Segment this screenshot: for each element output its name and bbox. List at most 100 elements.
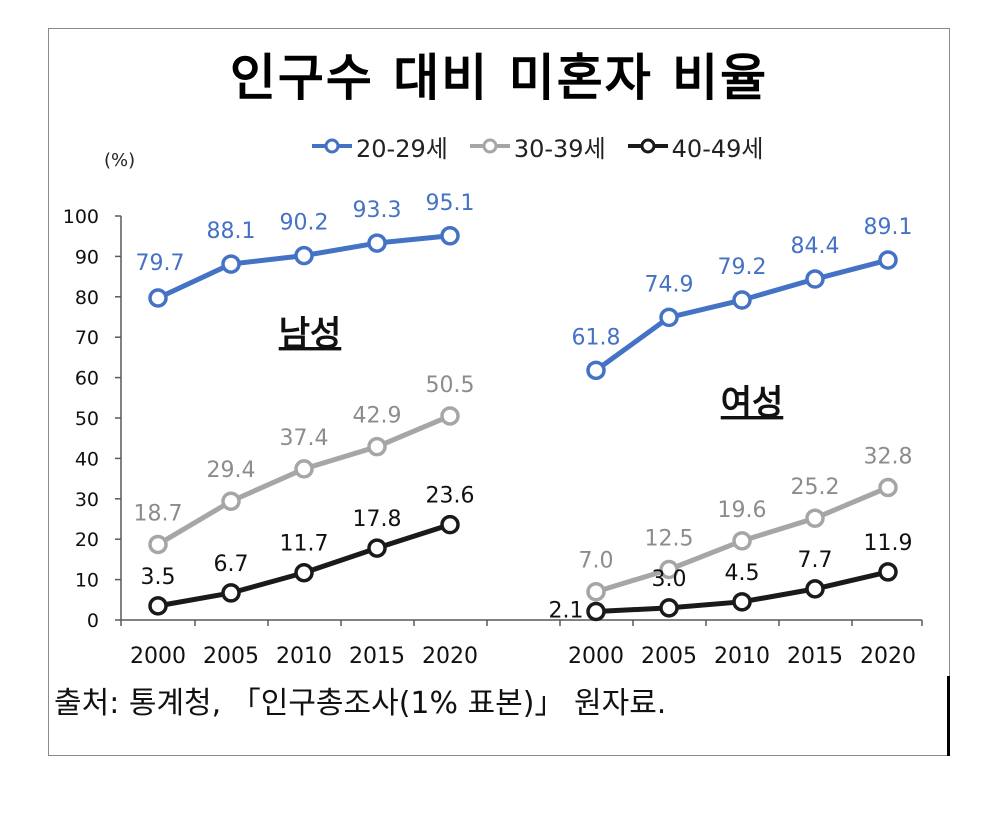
data-label: 19.6 — [718, 498, 767, 523]
y-tick-label: 40 — [75, 448, 99, 470]
x-tick-label: 2005 — [203, 644, 259, 669]
data-point — [440, 406, 460, 426]
legend-label-40-49: 40-49세 — [671, 134, 764, 163]
data-point — [294, 562, 314, 583]
data-point — [805, 508, 825, 528]
y-tick-label: 100 — [63, 206, 99, 228]
data-label: 6.7 — [214, 552, 249, 577]
y-tick-label: 30 — [75, 489, 99, 511]
panel-title-male: 남성 — [279, 314, 342, 354]
data-label: 4.5 — [725, 561, 760, 586]
data-label: 23.6 — [426, 484, 475, 509]
y-tick-label: 90 — [75, 246, 99, 268]
data-point — [732, 531, 752, 551]
data-point — [659, 559, 679, 580]
y-axis-unit: (%) — [104, 150, 136, 171]
data-label: 7.0 — [579, 549, 614, 574]
x-tick-label: 2000 — [130, 644, 186, 669]
source-note: 출처: 통계청, 「인구총조사(1% 표본)」 원자료. — [54, 686, 667, 721]
data-point — [732, 592, 752, 612]
data-label: 50.5 — [426, 373, 475, 398]
data-point — [367, 538, 387, 558]
frame-edge — [947, 676, 950, 756]
legend-label-30-39: 30-39세 — [513, 134, 606, 163]
data-point — [148, 596, 168, 616]
y-tick-label: 80 — [75, 287, 99, 309]
panel-title-female: 여성 — [721, 383, 784, 423]
legend-marker-20-29 — [312, 138, 352, 154]
x-tick-label: 2005 — [641, 644, 697, 669]
data-point — [878, 562, 898, 582]
y-tick-label: 10 — [75, 570, 99, 592]
data-point — [586, 601, 606, 622]
data-point — [586, 360, 606, 381]
legend-marker-30-39 — [469, 138, 510, 154]
data-label: 7.7 — [798, 548, 833, 573]
data-point — [367, 233, 387, 253]
data-label: 89.1 — [864, 215, 913, 240]
data-point — [878, 477, 898, 498]
data-point — [367, 436, 387, 457]
data-label: 18.7 — [134, 501, 183, 526]
x-tick-label: 2020 — [860, 644, 916, 669]
data-label: 61.8 — [572, 325, 621, 350]
x-tick-label: 2000 — [568, 644, 624, 669]
data-label: 90.2 — [280, 211, 329, 236]
data-point — [294, 459, 314, 479]
chart-frame — [48, 28, 950, 756]
y-tick-label: 60 — [75, 368, 99, 390]
data-label: 17.8 — [353, 507, 402, 532]
data-label: 11.7 — [280, 532, 329, 557]
x-tick-label: 2015 — [787, 644, 843, 669]
legend-item-40-49: 40-49세 — [626, 129, 764, 164]
data-point — [221, 491, 241, 511]
data-label: 37.4 — [280, 426, 329, 451]
series-line-20-29세 — [156, 233, 451, 301]
data-label: 2.1 — [549, 599, 584, 624]
data-label: 29.4 — [207, 458, 256, 483]
x-tick-label: 2010 — [714, 644, 770, 669]
x-tick-label: 2010 — [276, 644, 332, 669]
data-label: 11.9 — [864, 531, 913, 556]
data-point — [440, 514, 460, 535]
legend: 20-29세 30-39세 40-49세 — [310, 126, 783, 166]
legend-label-20-29: 20-29세 — [356, 134, 448, 163]
data-label: 3.0 — [652, 567, 687, 592]
y-tick-label: 50 — [75, 408, 99, 430]
data-label: 84.4 — [791, 234, 840, 259]
data-label: 74.9 — [645, 272, 694, 297]
data-point — [294, 245, 314, 266]
data-point — [148, 534, 168, 555]
y-tick-label: 20 — [75, 529, 99, 551]
x-tick-label: 2015 — [349, 644, 405, 669]
data-point — [440, 226, 460, 246]
data-label: 25.2 — [791, 475, 840, 500]
data-label: 12.5 — [645, 527, 694, 552]
legend-item-30-39: 30-39세 — [468, 129, 606, 164]
data-point — [659, 307, 679, 328]
data-point — [805, 579, 825, 599]
y-tick-label: 70 — [75, 327, 99, 349]
data-label: 42.9 — [353, 404, 402, 429]
data-point — [221, 583, 241, 603]
data-label: 79.7 — [136, 251, 185, 276]
data-label: 32.8 — [864, 444, 913, 469]
data-point — [148, 288, 168, 308]
data-point — [221, 254, 241, 274]
data-label: 93.3 — [353, 198, 402, 223]
chart-title: 인구수 대비 미혼자 비율 — [229, 49, 769, 107]
data-label: 79.2 — [718, 255, 767, 280]
data-label: 88.1 — [207, 219, 256, 244]
y-tick-label: 0 — [87, 610, 99, 632]
data-point — [659, 598, 679, 618]
legend-marker-40-49 — [627, 138, 668, 154]
data-point — [586, 581, 606, 602]
data-point — [732, 290, 752, 310]
data-point — [878, 250, 898, 270]
x-tick-label: 2020 — [422, 644, 478, 669]
data-label: 3.5 — [141, 565, 176, 590]
data-label: 95.1 — [426, 191, 475, 216]
data-point — [805, 269, 825, 289]
legend-item-20-29: 20-29세 — [310, 129, 448, 164]
